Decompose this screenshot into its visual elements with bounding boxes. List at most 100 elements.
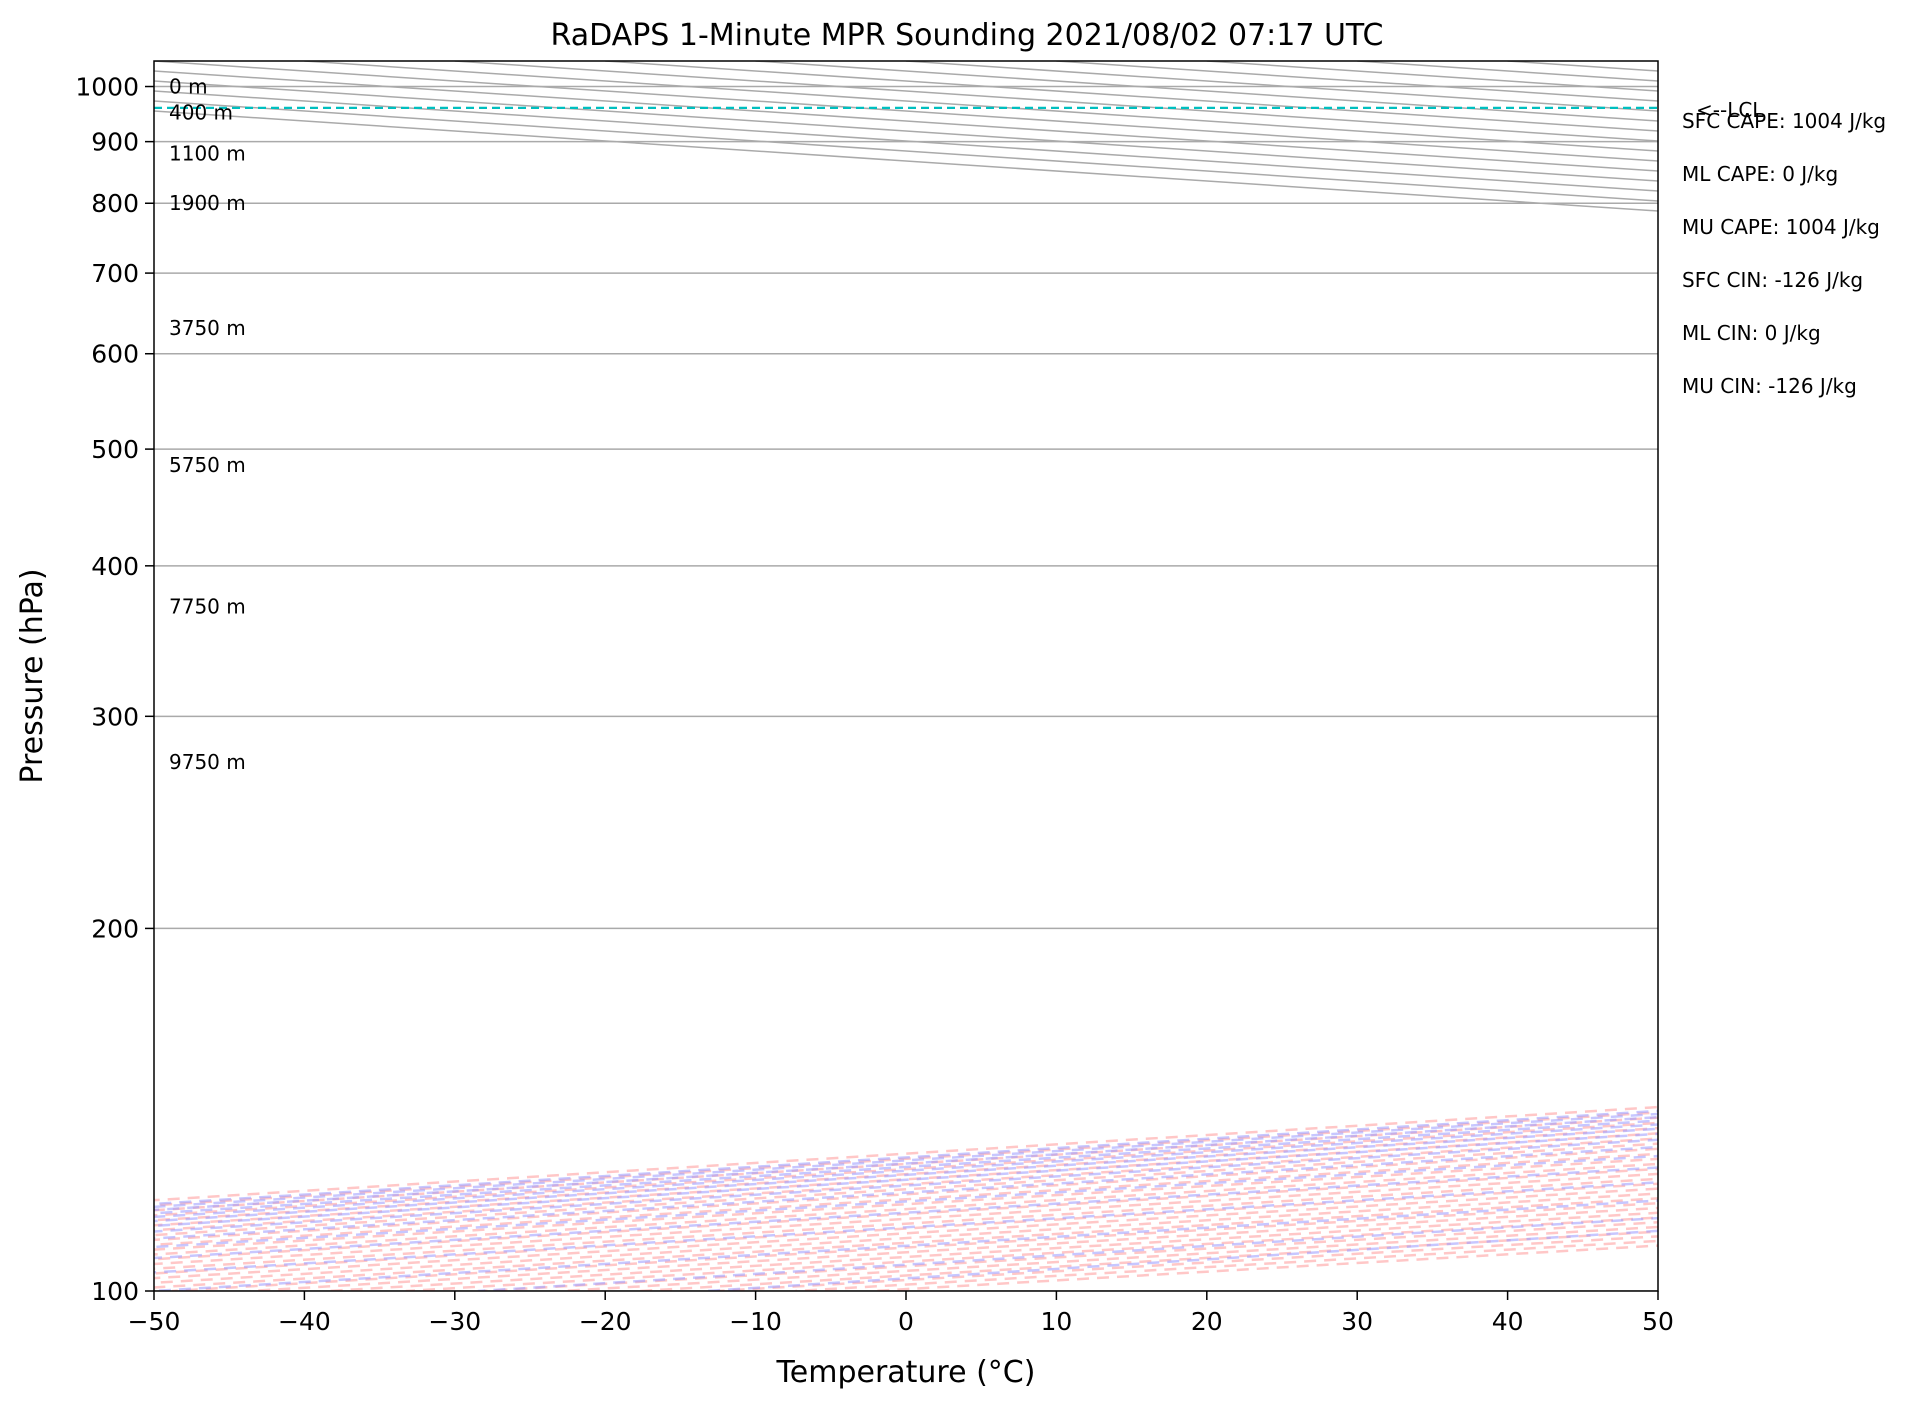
dry-adiabat — [327, 1211, 1658, 1291]
x-tick-label: −20 — [579, 1307, 632, 1336]
y-tick-label: 700 — [91, 259, 139, 288]
moist-adiabat — [154, 1112, 1658, 1209]
dry-adiabat — [154, 1162, 1658, 1256]
isotherm-line — [154, 61, 1658, 162]
y-tick-label: 100 — [91, 1277, 139, 1306]
dry-adiabat — [154, 1137, 1658, 1232]
y-tick-label: 500 — [91, 435, 139, 464]
isotherm-line — [1357, 61, 1658, 82]
dry-adiabat — [154, 1157, 1658, 1251]
stat-line: MU CAPE: 1004 J/kg — [1682, 215, 1880, 239]
dry-adiabat — [639, 1230, 1658, 1291]
moist-adiabat — [154, 1145, 1658, 1240]
y-tick-label: 600 — [91, 340, 139, 369]
moist-adiabat — [705, 1229, 1658, 1291]
dry-adiabat — [561, 1225, 1658, 1291]
dry-adiabat — [154, 1172, 1658, 1266]
moist-adiabat — [154, 1138, 1658, 1233]
dry-adiabat — [405, 1216, 1658, 1291]
stat-line: ML CAPE: 0 J/kg — [1682, 162, 1838, 186]
y-tick-label: 400 — [91, 552, 139, 581]
isotherm-line — [1657, 61, 1658, 62]
background-lines — [154, 61, 1658, 1291]
height-label: 5750 m — [169, 453, 246, 477]
isotherm-line — [1507, 61, 1658, 72]
stat-line: ML CIN: 0 J/kg — [1682, 321, 1821, 345]
dry-adiabat — [154, 1147, 1658, 1242]
height-label: 400 m — [169, 100, 233, 124]
x-tick-label: 50 — [1642, 1307, 1674, 1336]
dry-adiabat — [154, 1116, 1658, 1212]
dry-adiabat — [154, 1192, 1658, 1285]
x-axis-label: Temperature (°C) — [776, 1355, 1036, 1390]
y-tick-label: 900 — [91, 128, 139, 157]
dry-adiabat — [154, 1152, 1658, 1247]
x-tick-label: 0 — [898, 1307, 914, 1336]
isotherm-line — [154, 70, 1658, 172]
dry-adiabat — [795, 1239, 1658, 1291]
y-tick-label: 800 — [91, 189, 139, 218]
stat-line: SFC CAPE: 1004 J/kg — [1682, 109, 1886, 133]
dry-adiabat — [154, 1111, 1658, 1207]
x-tick-label: 20 — [1191, 1307, 1223, 1336]
moist-adiabat — [154, 1166, 1658, 1260]
y-tick-label: 300 — [91, 702, 139, 731]
height-label: 3750 m — [169, 316, 246, 340]
moist-adiabat — [154, 1132, 1658, 1228]
isotherm-line — [605, 61, 1658, 132]
isotherm-line — [154, 80, 1658, 182]
y-tick-label: 200 — [91, 914, 139, 943]
dry-adiabat — [154, 1132, 1658, 1227]
x-tick-label: −40 — [278, 1307, 331, 1336]
dry-adiabat — [154, 1167, 1658, 1261]
plot-frame — [153, 60, 1659, 1292]
dry-adiabat — [873, 1244, 1658, 1291]
sounding-traces — [154, 106, 1658, 109]
dry-adiabat — [172, 1201, 1658, 1291]
height-label: 7750 m — [169, 595, 246, 619]
x-tick-label: −10 — [729, 1307, 782, 1336]
moist-adiabat — [154, 1154, 1658, 1249]
isotherm-line — [154, 110, 1658, 212]
moist-adiabat — [154, 1119, 1658, 1215]
x-tick-label: 40 — [1492, 1307, 1524, 1336]
height-label: 1100 m — [169, 141, 246, 165]
moist-adiabat — [154, 1115, 1658, 1212]
stat-line: MU CIN: -126 J/kg — [1682, 374, 1857, 398]
dry-adiabat — [483, 1221, 1658, 1291]
dry-adiabat — [154, 1182, 1658, 1275]
height-label: 1900 m — [169, 191, 246, 215]
y-axis-label: Pressure (hPa) — [15, 568, 50, 783]
dry-adiabat — [154, 1105, 1658, 1202]
x-tick-label: −30 — [428, 1307, 481, 1336]
lcl-label: <--LCL — [1696, 98, 1764, 122]
x-tick-label: 10 — [1040, 1307, 1072, 1336]
isotherm-line — [1206, 61, 1658, 92]
moist-adiabat — [154, 1181, 1658, 1274]
isotherm-line — [905, 61, 1658, 112]
dry-adiabat — [717, 1235, 1658, 1291]
moist-adiabat — [154, 1127, 1658, 1223]
isotherm-line — [154, 100, 1658, 202]
height-label: 9750 m — [169, 750, 246, 774]
moist-adiabat — [477, 1216, 1658, 1291]
stat-line: SFC CIN: -126 J/kg — [1682, 268, 1863, 292]
height-label: 0 m — [169, 75, 208, 99]
isotherm-line — [1056, 61, 1658, 102]
chart-title: RaDAPS 1-Minute MPR Sounding 2021/08/02 … — [551, 18, 1384, 53]
dry-adiabat — [249, 1206, 1658, 1291]
isotherm-line — [154, 90, 1658, 192]
moist-adiabat — [154, 1199, 1658, 1291]
x-tick-label: 30 — [1341, 1307, 1373, 1336]
moist-adiabat — [154, 1123, 1658, 1219]
dry-adiabat — [154, 1177, 1658, 1270]
dry-adiabat — [154, 1142, 1658, 1237]
x-tick-label: −50 — [128, 1307, 181, 1336]
isotherm-line — [755, 61, 1658, 122]
isotherm-line — [304, 61, 1658, 152]
y-tick-label: 1000 — [75, 73, 139, 102]
dry-adiabat — [154, 1187, 1658, 1280]
axes: −50 −40 −30 −20 −10 0 10 20 30 40 50 1000 900 800 700 6… — [75, 73, 1674, 1336]
